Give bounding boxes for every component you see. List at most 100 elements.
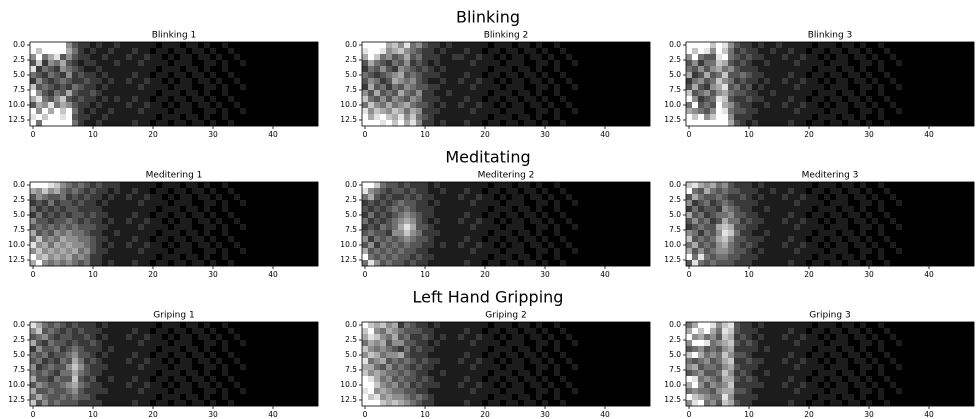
- heatmap-cell: [422, 242, 428, 248]
- heatmap-cell: [722, 90, 728, 96]
- heatmap-cell: [944, 96, 950, 102]
- heatmap-cell: [42, 260, 48, 266]
- heatmap-cell: [698, 90, 704, 96]
- heatmap-cell: [132, 254, 138, 260]
- heatmap-cell: [132, 78, 138, 84]
- heatmap-cell: [276, 322, 282, 328]
- heatmap-cell: [686, 120, 692, 126]
- heatmap-cell: [818, 254, 824, 260]
- heatmap-cell: [530, 48, 536, 54]
- heatmap-cell: [638, 328, 644, 334]
- heatmap-cell: [488, 254, 494, 260]
- heatmap-cell: [500, 242, 506, 248]
- heatmap-cell: [36, 206, 42, 212]
- heatmap-cell: [890, 72, 896, 78]
- heatmap-cell: [240, 322, 246, 328]
- heatmap-cell: [300, 242, 306, 248]
- heatmap-cell: [228, 376, 234, 382]
- heatmap-cell: [126, 102, 132, 108]
- heatmap-cell: [524, 48, 530, 54]
- heatmap-cell: [84, 328, 90, 334]
- heatmap-cell: [300, 260, 306, 266]
- heatmap-cell: [300, 48, 306, 54]
- heatmap-cell: [162, 334, 168, 340]
- heatmap-cell: [860, 212, 866, 218]
- heatmap: [362, 322, 650, 406]
- heatmap-cell: [312, 242, 318, 248]
- heatmap-cell: [30, 42, 36, 48]
- heatmap-cell: [264, 84, 270, 90]
- heatmap-cell: [362, 42, 368, 48]
- heatmap-cell: [698, 188, 704, 194]
- heatmap-cell: [560, 42, 566, 48]
- heatmap-cell: [392, 66, 398, 72]
- heatmap-cell: [434, 206, 440, 212]
- heatmap-cell: [944, 224, 950, 230]
- heatmap-cell: [300, 358, 306, 364]
- heatmap-cell: [398, 42, 404, 48]
- heatmap-cell: [192, 66, 198, 72]
- heatmap-cell: [234, 212, 240, 218]
- heatmap-cell: [198, 376, 204, 382]
- heatmap-cell: [102, 248, 108, 254]
- heatmap-cell: [602, 224, 608, 230]
- heatmap-cell: [120, 388, 126, 394]
- heatmap-cell: [536, 206, 542, 212]
- subplot-title: Griping 1: [153, 311, 194, 321]
- heatmap-cell: [818, 48, 824, 54]
- heatmap-cell: [60, 364, 66, 370]
- heatmap-cell: [84, 120, 90, 126]
- heatmap-cell: [968, 114, 974, 120]
- heatmap-cell: [186, 230, 192, 236]
- heatmap-cell: [132, 334, 138, 340]
- heatmap-cell: [60, 114, 66, 120]
- heatmap-cell: [842, 48, 848, 54]
- heatmap-cell: [162, 394, 168, 400]
- heatmap-cell: [434, 328, 440, 334]
- heatmap-cell: [48, 60, 54, 66]
- heatmap-cell: [72, 102, 78, 108]
- heatmap-cell: [102, 218, 108, 224]
- heatmap-cell: [36, 102, 42, 108]
- heatmap-cell: [770, 78, 776, 84]
- heatmap-cell: [410, 328, 416, 334]
- heatmap-cell: [800, 96, 806, 102]
- heatmap-cell: [210, 54, 216, 60]
- heatmap-cell: [90, 322, 96, 328]
- heatmap-cell: [276, 400, 282, 406]
- heatmap-cell: [902, 212, 908, 218]
- y-tick-label: 2.5: [345, 55, 357, 64]
- heatmap-cell: [156, 400, 162, 406]
- heatmap-cell: [632, 84, 638, 90]
- heatmap-cell: [150, 108, 156, 114]
- heatmap-cell: [162, 42, 168, 48]
- heatmap-cell: [854, 120, 860, 126]
- x-tick-label: 40: [268, 410, 278, 419]
- heatmap-cell: [126, 394, 132, 400]
- heatmap-cell: [512, 42, 518, 48]
- heatmap-cell: [806, 84, 812, 90]
- heatmap-cell: [204, 200, 210, 206]
- heatmap-cell: [404, 48, 410, 54]
- heatmap-cell: [228, 206, 234, 212]
- heatmap-cell: [42, 96, 48, 102]
- heatmap-cell: [518, 108, 524, 114]
- heatmap-cell: [222, 388, 228, 394]
- heatmap-cell: [78, 334, 84, 340]
- heatmap-cell: [476, 230, 482, 236]
- heatmap-cell: [470, 78, 476, 84]
- heatmap-cell: [72, 96, 78, 102]
- heatmap-cell: [114, 260, 120, 266]
- heatmap-cell: [692, 42, 698, 48]
- heatmap-cell: [932, 230, 938, 236]
- heatmap-cell: [234, 78, 240, 84]
- heatmap-cell: [698, 114, 704, 120]
- heatmap-cell: [288, 96, 294, 102]
- heatmap-cell: [294, 54, 300, 60]
- heatmap-cell: [264, 370, 270, 376]
- heatmap-cell: [54, 230, 60, 236]
- heatmap-cell: [692, 114, 698, 120]
- heatmap-cell: [204, 54, 210, 60]
- heatmap-cell: [90, 72, 96, 78]
- heatmap-cell: [590, 200, 596, 206]
